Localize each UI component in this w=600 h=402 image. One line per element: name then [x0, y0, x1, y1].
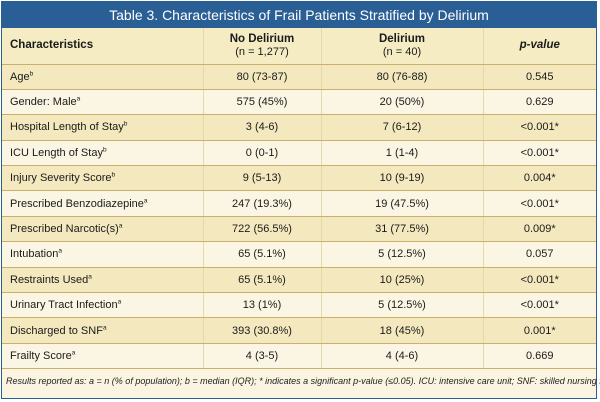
delirium-value: 20 (50%) — [320, 89, 483, 116]
characteristic-superscript: a — [143, 196, 148, 204]
characteristic-superscript: b — [102, 146, 107, 154]
characteristic-superscript: a — [58, 247, 62, 255]
p-value: <0.001* — [482, 114, 596, 141]
no-delirium-value: 575 (45%) — [202, 89, 321, 116]
p-value: 0.009* — [482, 216, 596, 243]
table-row: Intubationa 65 (5.1%) 5 (12.5%) 0.057 — [2, 241, 596, 268]
characteristic-name: Injury Severity Score — [10, 172, 112, 185]
table-title: Table 3. Characteristics of Frail Patien… — [2, 2, 596, 28]
characteristic-superscript: b — [123, 120, 128, 128]
table-row: Prescribed Benzodiazepinea 247 (19.3%) 19 … — [2, 190, 596, 217]
p-value: 0.669 — [482, 343, 596, 370]
characteristic-superscript: a — [102, 323, 107, 331]
delirium-value: 1 (1-4) — [320, 140, 483, 167]
delirium-value: 10 (25%) — [320, 267, 483, 294]
table-row: Injury Severity Scoreb 9 (5-13) 10 (9-19) 0… — [2, 165, 596, 192]
table-row: Gender: Malea 575 (45%) 20 (50%) 0.629 — [2, 89, 596, 116]
row-characteristic: Injury Severity Scoreb — [2, 165, 203, 192]
characteristic-name: Intubation — [10, 248, 59, 261]
characteristic-superscript: a — [76, 95, 81, 103]
row-characteristic: Prescribed Benzodiazepinea — [2, 190, 203, 217]
no-delirium-value: 9 (5-13) — [202, 165, 321, 192]
delirium-value: 31 (77.5%) — [320, 216, 483, 243]
row-characteristic: ICU Length of Stayb — [2, 140, 203, 167]
table-body: Ageb 80 (73-87) 80 (76-88) 0.545 Gender: Mal… — [2, 64, 596, 370]
header-delirium: Delirium (n = 40) — [320, 28, 483, 65]
no-delirium-value: 393 (30.8%) — [202, 317, 321, 344]
characteristic-name: Frailty Score — [10, 349, 72, 362]
p-value: 0.004* — [482, 165, 596, 192]
p-value: 0.545 — [482, 64, 596, 90]
delirium-value: 18 (45%) — [320, 317, 483, 344]
characteristic-superscript: a — [118, 222, 123, 230]
no-delirium-value: 0 (0-1) — [202, 140, 321, 167]
delirium-value: 5 (12.5%) — [320, 292, 483, 319]
characteristic-superscript: a — [117, 298, 122, 306]
table-row: Frailty Scorea 4 (3-5) 4 (4-6) 0.669 — [2, 343, 596, 370]
row-characteristic: Restraints Useda — [2, 267, 203, 294]
no-delirium-value: 722 (56.5%) — [202, 216, 321, 243]
characteristic-name: Restraints Used — [10, 273, 89, 286]
no-delirium-value: 65 (5.1%) — [202, 267, 321, 294]
characteristic-name: Urinary Tract Infection — [10, 299, 118, 312]
characteristic-name: ICU Length of Stay — [10, 146, 103, 159]
header-delirium-n: (n = 40) — [382, 45, 422, 58]
characteristic-superscript: a — [71, 349, 76, 357]
header-characteristics: Characteristics — [2, 28, 203, 65]
table-row: Discharged to SNFa 393 (30.8%) 18 (45%) 0.0… — [2, 317, 596, 344]
row-characteristic: Intubationa — [2, 241, 203, 268]
no-delirium-value: 65 (5.1%) — [202, 241, 321, 268]
header-p-value: p-value — [482, 28, 596, 65]
row-characteristic: Discharged to SNFa — [2, 317, 203, 344]
table-row: Prescribed Narcotic(s)a 722 (56.5%) 31 (77… — [2, 216, 596, 243]
p-value: <0.001* — [482, 190, 596, 217]
header-delirium-label: Delirium — [378, 32, 425, 45]
row-characteristic: Hospital Length of Stayb — [2, 114, 203, 141]
row-characteristic: Frailty Scorea — [2, 343, 203, 370]
characteristic-name: Hospital Length of Stay — [10, 121, 124, 134]
characteristic-name: Age — [10, 70, 30, 83]
table-row: Restraints Useda 65 (5.1%) 10 (25%) <0.001* — [2, 267, 596, 294]
delirium-value: 4 (4-6) — [320, 343, 483, 370]
delirium-value: 10 (9-19) — [320, 165, 483, 192]
table-row: ICU Length of Stayb 0 (0-1) 1 (1-4) <0.001* — [2, 140, 596, 167]
p-value: 0.057 — [482, 241, 596, 268]
no-delirium-value: 3 (4-6) — [202, 114, 321, 141]
characteristics-table: Characteristics No Delirium (n = 1,277) … — [2, 28, 596, 370]
header-no-delirium-n: (n = 1,277) — [235, 45, 289, 58]
delirium-value: 80 (76-88) — [320, 64, 483, 90]
characteristic-name: Discharged to SNF — [10, 324, 103, 337]
row-characteristic: Ageb — [2, 64, 203, 90]
no-delirium-value: 13 (1%) — [202, 292, 321, 319]
table-footnote: Results reported as: a = n (% of populat… — [6, 376, 600, 386]
no-delirium-value: 247 (19.3%) — [202, 190, 321, 217]
no-delirium-value: 80 (73-87) — [202, 64, 321, 90]
p-value: <0.001* — [482, 140, 596, 167]
table-row: Ageb 80 (73-87) 80 (76-88) 0.545 — [2, 64, 596, 90]
characteristic-name: Prescribed Benzodiazepine — [10, 197, 144, 210]
row-characteristic: Urinary Tract Infectiona — [2, 292, 203, 319]
p-value: 0.629 — [482, 89, 596, 116]
p-value: <0.001* — [482, 267, 596, 294]
header-no-delirium-label: No Delirium — [229, 32, 295, 45]
characteristic-name: Prescribed Narcotic(s) — [10, 223, 119, 236]
header-no-delirium: No Delirium (n = 1,277) — [202, 28, 321, 65]
delirium-value: 5 (12.5%) — [320, 241, 483, 268]
table-row: Urinary Tract Infectiona 13 (1%) 5 (12.5%)… — [2, 292, 596, 319]
table-row: Hospital Length of Stayb 3 (4-6) 7 (6-12) <… — [2, 114, 596, 141]
delirium-value: 19 (47.5%) — [320, 190, 483, 217]
row-characteristic: Prescribed Narcotic(s)a — [2, 216, 203, 243]
characteristic-superscript: a — [88, 273, 92, 281]
characteristic-superscript: b — [29, 70, 34, 78]
characteristic-name: Gender: Male — [10, 96, 77, 109]
p-value: 0.001* — [482, 317, 596, 344]
characteristic-superscript: b — [111, 171, 116, 179]
p-value: <0.001* — [482, 292, 596, 319]
delirium-value: 7 (6-12) — [320, 114, 483, 141]
no-delirium-value: 4 (3-5) — [202, 343, 321, 370]
row-characteristic: Gender: Malea — [2, 89, 203, 116]
header-row: Characteristics No Delirium (n = 1,277) … — [2, 28, 596, 65]
